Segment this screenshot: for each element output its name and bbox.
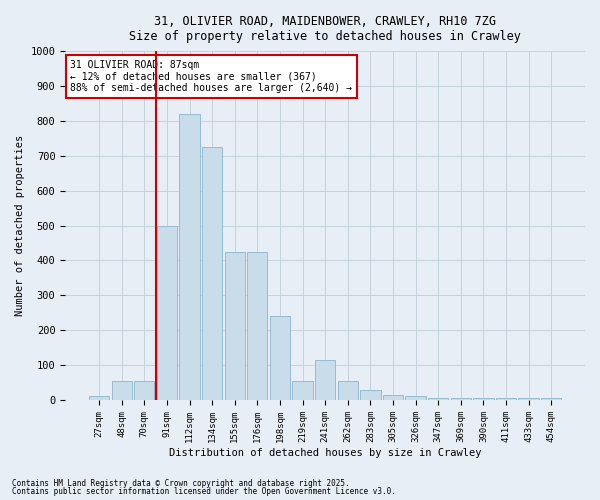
Bar [451, 398, 471, 400]
Bar [496, 398, 516, 400]
Bar [157, 226, 177, 400]
Bar [292, 381, 313, 400]
Bar [541, 398, 562, 400]
Bar [473, 398, 494, 400]
Bar [406, 396, 426, 400]
Bar [134, 381, 154, 400]
Y-axis label: Number of detached properties: Number of detached properties [15, 135, 25, 316]
Text: Contains public sector information licensed under the Open Government Licence v3: Contains public sector information licen… [12, 487, 396, 496]
Bar [360, 390, 380, 400]
Bar [518, 398, 539, 400]
X-axis label: Distribution of detached houses by size in Crawley: Distribution of detached houses by size … [169, 448, 481, 458]
Bar [202, 147, 222, 400]
Text: Contains HM Land Registry data © Crown copyright and database right 2025.: Contains HM Land Registry data © Crown c… [12, 478, 350, 488]
Bar [338, 381, 358, 400]
Bar [270, 316, 290, 400]
Bar [179, 114, 200, 400]
Bar [112, 381, 132, 400]
Bar [89, 396, 109, 400]
Text: 31 OLIVIER ROAD: 87sqm
← 12% of detached houses are smaller (367)
88% of semi-de: 31 OLIVIER ROAD: 87sqm ← 12% of detached… [70, 60, 352, 93]
Bar [224, 252, 245, 400]
Bar [315, 360, 335, 400]
Bar [383, 394, 403, 400]
Bar [247, 252, 268, 400]
Title: 31, OLIVIER ROAD, MAIDENBOWER, CRAWLEY, RH10 7ZG
Size of property relative to de: 31, OLIVIER ROAD, MAIDENBOWER, CRAWLEY, … [129, 15, 521, 43]
Bar [428, 398, 448, 400]
